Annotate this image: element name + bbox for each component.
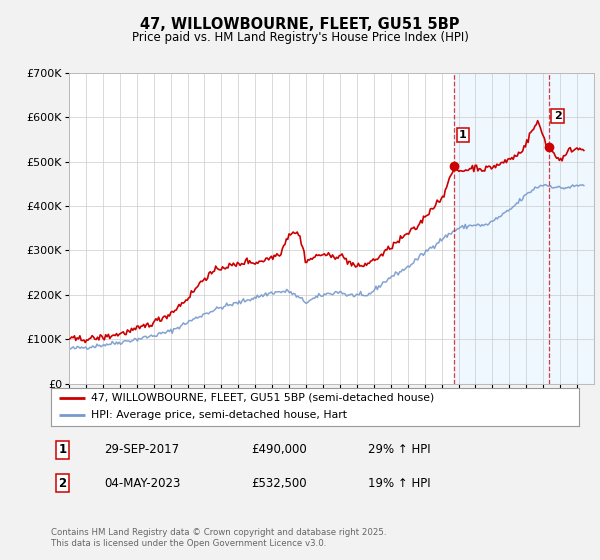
Text: 47, WILLOWBOURNE, FLEET, GU51 5BP: 47, WILLOWBOURNE, FLEET, GU51 5BP [140, 17, 460, 32]
Text: 29-SEP-2017: 29-SEP-2017 [104, 443, 179, 456]
Text: HPI: Average price, semi-detached house, Hart: HPI: Average price, semi-detached house,… [91, 410, 347, 421]
Text: 2: 2 [59, 477, 67, 490]
Text: 04-MAY-2023: 04-MAY-2023 [104, 477, 180, 490]
Text: Price paid vs. HM Land Registry's House Price Index (HPI): Price paid vs. HM Land Registry's House … [131, 31, 469, 44]
Text: £490,000: £490,000 [251, 443, 307, 456]
Text: 1: 1 [59, 443, 67, 456]
Text: 47, WILLOWBOURNE, FLEET, GU51 5BP (semi-detached house): 47, WILLOWBOURNE, FLEET, GU51 5BP (semi-… [91, 393, 434, 403]
Bar [454, 73, 594, 384]
Text: £532,500: £532,500 [251, 477, 307, 490]
Text: 29% ↑ HPI: 29% ↑ HPI [368, 443, 430, 456]
Text: Contains HM Land Registry data © Crown copyright and database right 2025.
This d: Contains HM Land Registry data © Crown c… [51, 528, 386, 548]
Text: 2: 2 [554, 111, 562, 121]
Text: 19% ↑ HPI: 19% ↑ HPI [368, 477, 430, 490]
Text: 1: 1 [459, 130, 467, 140]
